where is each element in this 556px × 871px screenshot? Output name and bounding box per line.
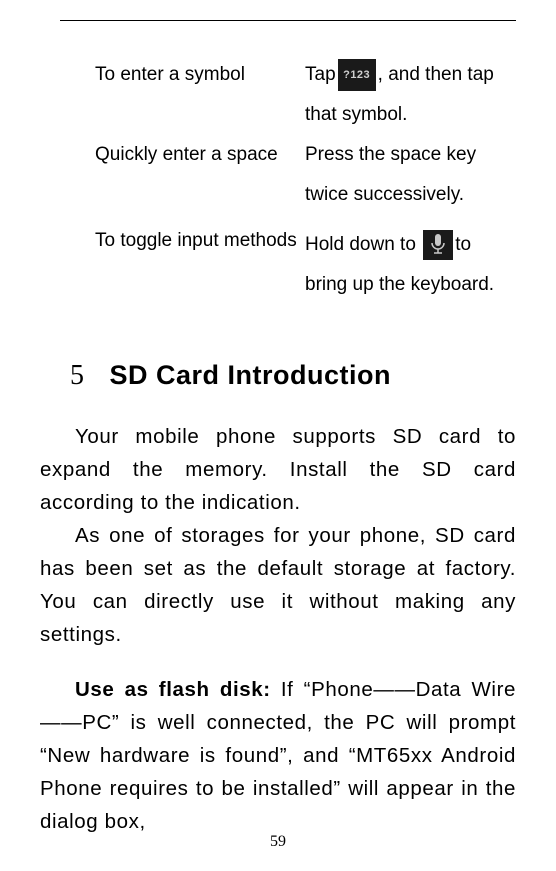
chapter-title: SD Card Introduction: [110, 360, 392, 390]
paragraph-rest: If “Phone——Data Wire——PC” is well connec…: [40, 678, 516, 833]
symbols-key-icon: ?123: [338, 59, 376, 91]
action-description: Press the space key twice successively.: [305, 135, 515, 215]
table-row: To toggle input methods Hold down to to …: [95, 215, 515, 305]
section-heading: 5 SD Card Introduction: [70, 360, 516, 392]
chapter-number: 5: [70, 360, 85, 391]
microphone-icon: [423, 230, 453, 260]
top-rule: [60, 20, 516, 21]
action-label: To enter a symbol: [95, 55, 305, 91]
body-text: Your mobile phone supports SD card to ex…: [40, 420, 516, 838]
paragraph: Your mobile phone supports SD card to ex…: [40, 420, 516, 519]
bold-lead: Use as flash disk:: [75, 678, 271, 701]
action-label: Quickly enter a space: [95, 135, 305, 171]
table-row: Quickly enter a space Press the space ke…: [95, 135, 515, 215]
input-actions-table: To enter a symbol Tap?123, and then tap …: [95, 55, 515, 305]
table-row: To enter a symbol Tap?123, and then tap …: [95, 55, 515, 135]
action-description: Tap?123, and then tap that symbol.: [305, 55, 515, 135]
page-number: 59: [0, 833, 556, 851]
text-pre: Hold down to: [305, 234, 421, 255]
action-description: Hold down to to bring up the keyboard.: [305, 215, 515, 305]
section: 5 SD Card Introduction Your mobile phone …: [40, 360, 516, 838]
paragraph: As one of storages for your phone, SD ca…: [40, 519, 516, 651]
text-pre: Tap: [305, 64, 336, 85]
paragraph: Use as flash disk: If “Phone——Data Wire—…: [40, 673, 516, 838]
manual-page: To enter a symbol Tap?123, and then tap …: [0, 0, 556, 871]
action-label: To toggle input methods: [95, 215, 305, 257]
